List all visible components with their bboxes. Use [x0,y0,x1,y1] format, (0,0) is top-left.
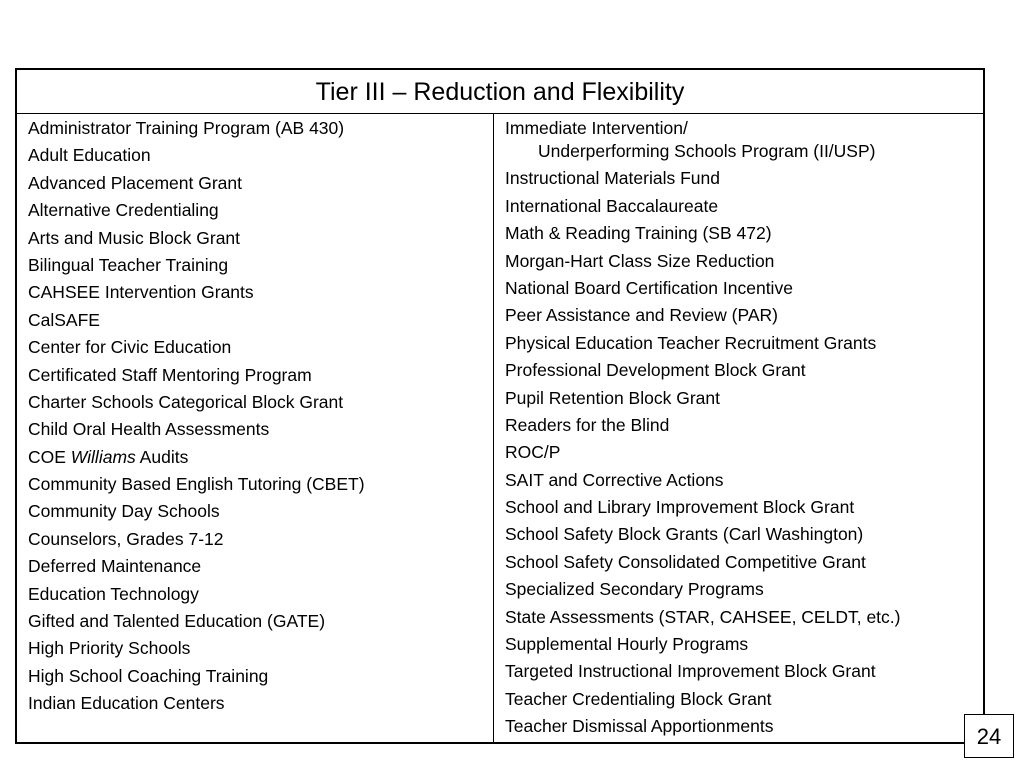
list-item: Deferred Maintenance [28,556,202,577]
list-item: Alternative Credentialing [28,200,219,221]
coe-prefix: COE [28,446,71,467]
list-item: Indian Education Centers [28,693,225,714]
list-item: School Safety Consolidated Competitive G… [505,551,866,572]
list-item: Administrator Training Program (AB 430) [28,118,345,138]
list-item: Certificated Staff Mentoring Program [28,364,312,385]
page-number: 24 [964,714,1014,758]
left-program-list: Administrator Training Program (AB 430) … [17,114,493,713]
list-item: Adult Education [28,145,151,166]
list-item: Charter Schools Categorical Block Grant [28,391,344,412]
list-item: School Safety Block Grants (Carl Washing… [505,524,864,545]
list-item: Education Technology [28,583,199,604]
table-title: Tier III – Reduction and Flexibility [17,70,983,114]
list-item: CAHSEE Intervention Grants [28,282,254,303]
williams-italic: Williams [70,446,136,467]
list-item-line-2: Underperforming Schools Program (II/USP) [538,141,876,161]
list-item: High School Coaching Training [28,665,269,686]
list-item: Specialized Secondary Programs [505,579,764,600]
list-item: High Priority Schools [28,638,191,659]
list-item: State Assessments (STAR, CAHSEE, CELDT, … [505,606,901,627]
left-column: Administrator Training Program (AB 430) … [17,114,494,742]
list-item: Child Oral Health Assessments [28,419,270,440]
list-item: Targeted Instructional Improvement Block… [505,661,876,682]
list-item: Math & Reading Training (SB 472) [505,223,772,244]
program-table: Tier III – Reduction and Flexibility Adm… [15,68,985,744]
list-item: Physical Education Teacher Recruitment G… [505,332,877,353]
list-item: Arts and Music Block Grant [28,227,241,248]
list-item: Morgan-Hart Class Size Reduction [505,250,775,271]
list-item: School and Library Improvement Block Gra… [505,497,855,518]
list-item: Pupil Retention Block Grant [505,387,720,408]
list-item: Advanced Placement Grant [28,172,243,193]
list-item: Peer Assistance and Review (PAR) [505,305,778,326]
list-item-line-1: Immediate Intervention/ [505,118,688,138]
list-item: Teacher Dismissal Apportionments [505,716,774,737]
list-item: Professional Development Block Grant [505,360,806,381]
list-item: National Board Certification Incentive [505,277,793,298]
list-item: International Baccalaureate [505,195,719,216]
right-program-list: Immediate Intervention/ Underperforming … [494,114,983,736]
list-item: Instructional Materials Fund [505,168,720,189]
list-item: Community Based English Tutoring (CBET) [28,474,365,495]
list-item: CalSAFE [28,309,100,330]
list-item: Community Day Schools [28,501,220,522]
list-item: Supplemental Hourly Programs [505,634,749,655]
list-item: ROC/P [505,442,561,463]
list-item-coe-williams-audits: COE Williams Audits [28,447,493,467]
list-item-immediate-intervention: Immediate Intervention/ Underperforming … [505,118,983,161]
list-item: SAIT and Corrective Actions [505,469,724,490]
list-item: Gifted and Talented Education (GATE) [28,611,326,632]
list-item: Bilingual Teacher Training [28,254,229,275]
list-item: Teacher Credentialing Block Grant [505,688,772,709]
list-item: Readers for the Blind [505,414,670,435]
list-item: Center for Civic Education [28,337,232,358]
right-column: Immediate Intervention/ Underperforming … [494,114,983,742]
coe-suffix: Audits [135,446,189,467]
list-item: Counselors, Grades 7-12 [28,528,224,549]
